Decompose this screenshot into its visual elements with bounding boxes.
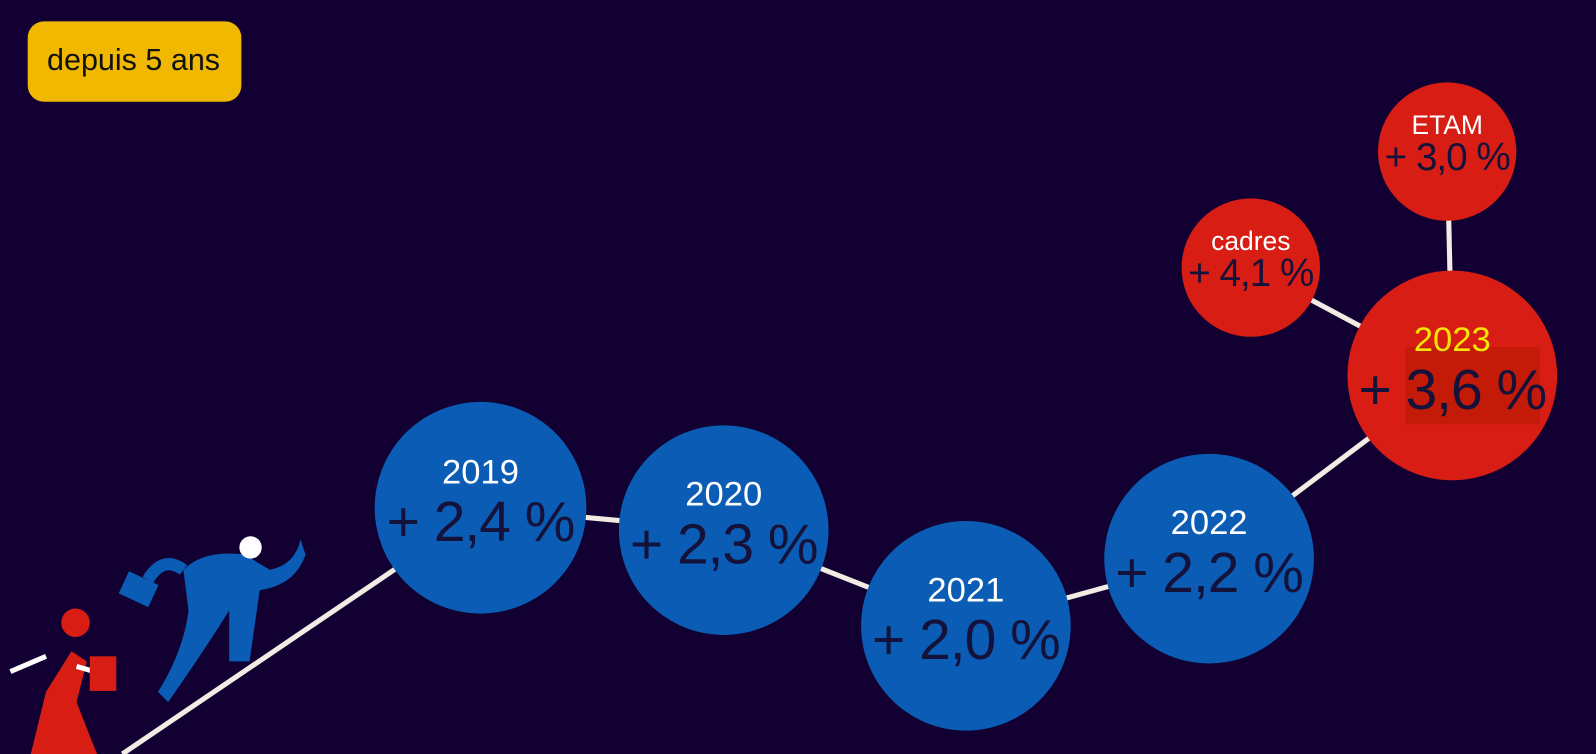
bubble-label: 2023 bbox=[1414, 321, 1491, 359]
badge-text: depuis 5 ans bbox=[47, 43, 220, 77]
nodes: 2019+ 2,4 % 2020+ 2,3 % 2021+ 2,0 % 2022+ 2… bbox=[374, 82, 1558, 731]
man-head bbox=[239, 536, 262, 559]
bubble-label: ETAM bbox=[1411, 110, 1482, 140]
woman-body bbox=[30, 651, 97, 754]
bubble-label: 2020 bbox=[685, 476, 762, 514]
bubble-value: + 3,6 % bbox=[1358, 358, 1546, 422]
bubble-label: cadres bbox=[1211, 226, 1290, 256]
woman-head bbox=[61, 608, 90, 637]
bubble bbox=[618, 425, 829, 635]
man-body bbox=[157, 539, 306, 703]
highlight bbox=[1405, 346, 1540, 425]
bubble-value: + 2,4 % bbox=[387, 490, 575, 554]
bubble-label: 2022 bbox=[1171, 504, 1248, 542]
bubble bbox=[374, 401, 587, 614]
bubble-value: + 3,0 % bbox=[1385, 136, 1510, 179]
bubble-value: + 2,0 % bbox=[872, 608, 1060, 672]
bubble bbox=[861, 520, 1071, 731]
woman-bag bbox=[89, 656, 117, 691]
bubble-value: + 4,1 % bbox=[1188, 252, 1313, 295]
badge bbox=[27, 21, 242, 102]
man-briefcase bbox=[118, 571, 159, 608]
people-illustration bbox=[9, 536, 306, 754]
bubble-value: + 2,3 % bbox=[630, 513, 818, 577]
bubble-label: 2021 bbox=[927, 571, 1004, 609]
ramp-line bbox=[120, 565, 399, 754]
man-arm bbox=[142, 558, 188, 584]
bubble-label: 2019 bbox=[442, 453, 519, 491]
bubble-value: + 2,2 % bbox=[1115, 541, 1303, 605]
bubble bbox=[1181, 198, 1320, 337]
bubble bbox=[1104, 453, 1314, 664]
bubble bbox=[1378, 82, 1517, 221]
